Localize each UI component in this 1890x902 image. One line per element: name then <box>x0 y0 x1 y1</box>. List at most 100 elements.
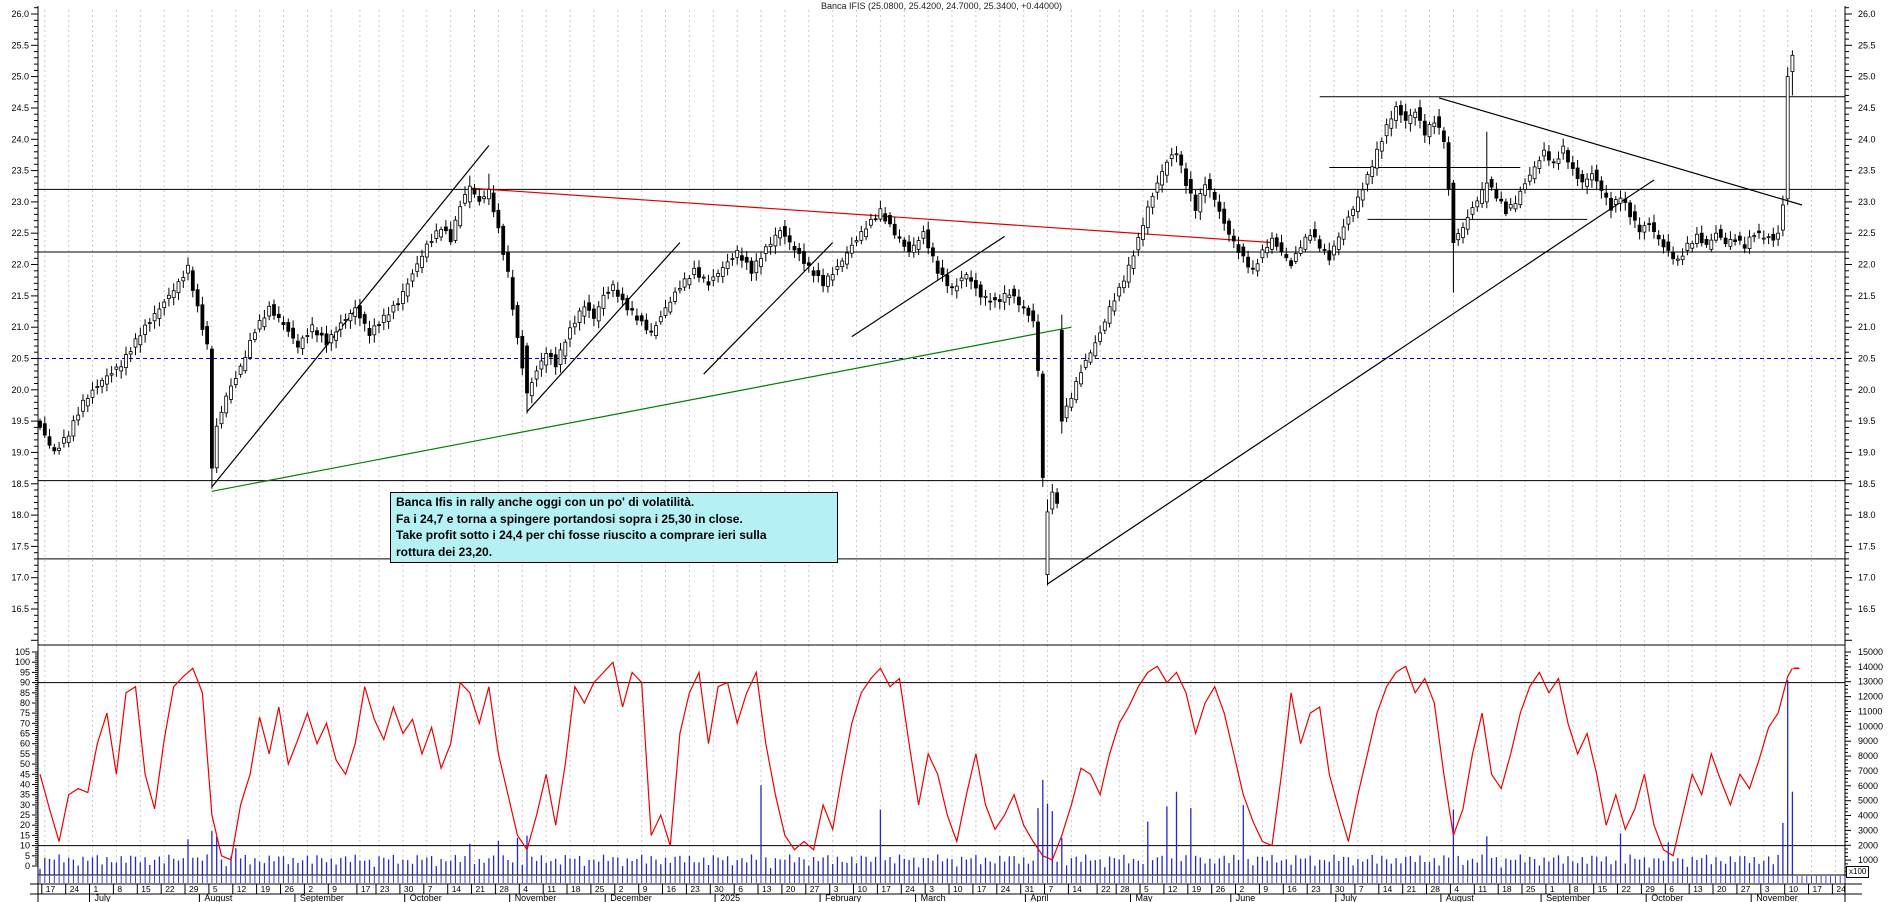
svg-text:21.0: 21.0 <box>11 322 29 332</box>
svg-text:8: 8 <box>117 884 122 894</box>
svg-text:24: 24 <box>905 884 915 894</box>
svg-text:25.5: 25.5 <box>11 40 29 50</box>
svg-text:25.0: 25.0 <box>1858 72 1876 82</box>
svg-text:5: 5 <box>25 851 30 861</box>
oscillator-line <box>39 660 1800 861</box>
grid-weekly <box>44 10 1836 875</box>
svg-text:19: 19 <box>1192 884 1202 894</box>
svg-text:35: 35 <box>20 790 30 800</box>
svg-text:May: May <box>1136 893 1154 902</box>
svg-text:16.5: 16.5 <box>1858 604 1876 614</box>
svg-text:16: 16 <box>667 884 677 894</box>
svg-text:3000: 3000 <box>1858 825 1878 835</box>
svg-text:24: 24 <box>70 884 80 894</box>
svg-text:1: 1 <box>94 884 99 894</box>
svg-text:18.0: 18.0 <box>1858 510 1876 520</box>
svg-text:15: 15 <box>1598 884 1608 894</box>
svg-text:45: 45 <box>20 769 30 779</box>
svg-text:25: 25 <box>20 810 30 820</box>
svg-text:14: 14 <box>452 884 462 894</box>
svg-text:17: 17 <box>361 884 371 894</box>
price-levels <box>38 96 1845 560</box>
svg-text:5: 5 <box>1144 884 1149 894</box>
svg-text:20.5: 20.5 <box>11 354 29 364</box>
svg-text:18: 18 <box>1502 884 1512 894</box>
svg-text:20.5: 20.5 <box>1858 354 1876 364</box>
svg-text:15: 15 <box>20 830 30 840</box>
svg-text:December: December <box>610 893 652 902</box>
svg-text:28: 28 <box>1431 884 1441 894</box>
svg-text:29: 29 <box>1645 884 1655 894</box>
svg-text:22: 22 <box>165 884 175 894</box>
svg-text:20.0: 20.0 <box>1858 385 1876 395</box>
svg-text:3: 3 <box>834 884 839 894</box>
svg-text:9: 9 <box>332 884 337 894</box>
svg-text:19: 19 <box>261 884 271 894</box>
svg-text:18.0: 18.0 <box>11 510 29 520</box>
svg-text:95: 95 <box>20 667 30 677</box>
svg-text:8000: 8000 <box>1858 751 1878 761</box>
svg-text:21.0: 21.0 <box>1858 322 1876 332</box>
volume-multiplier-label: x100 <box>1846 866 1870 878</box>
svg-text:28: 28 <box>1120 884 1130 894</box>
svg-text:70: 70 <box>20 718 30 728</box>
svg-text:23.0: 23.0 <box>11 197 29 207</box>
svg-text:85: 85 <box>20 688 30 698</box>
svg-text:12: 12 <box>237 884 247 894</box>
svg-text:25: 25 <box>595 884 605 894</box>
svg-text:6000: 6000 <box>1858 781 1878 791</box>
svg-text:20: 20 <box>1717 884 1727 894</box>
svg-text:26.0: 26.0 <box>1858 9 1876 19</box>
svg-text:22.5: 22.5 <box>1858 228 1876 238</box>
svg-text:18.5: 18.5 <box>1858 479 1876 489</box>
svg-text:18: 18 <box>571 884 581 894</box>
svg-text:March: March <box>921 893 946 902</box>
svg-text:13000: 13000 <box>1858 677 1883 687</box>
svg-text:2: 2 <box>1240 884 1245 894</box>
panel-borders <box>30 6 1862 902</box>
svg-text:2025: 2025 <box>720 893 740 902</box>
svg-text:26: 26 <box>1216 884 1226 894</box>
svg-text:4: 4 <box>1454 884 1459 894</box>
annotation-line-1: Banca Ifis in rally anche oggi con un po… <box>396 495 695 509</box>
svg-text:3: 3 <box>1765 884 1770 894</box>
svg-text:21: 21 <box>1407 884 1417 894</box>
svg-text:21: 21 <box>476 884 486 894</box>
svg-text:5: 5 <box>213 884 218 894</box>
svg-text:13: 13 <box>1693 884 1703 894</box>
svg-text:16: 16 <box>1287 884 1297 894</box>
svg-text:23.5: 23.5 <box>11 166 29 176</box>
svg-text:19.5: 19.5 <box>1858 416 1876 426</box>
volume-axis: 1000 2000 3000 4000 5000 6000 7000 8000 9000 1000… <box>1845 647 1883 876</box>
svg-text:24.0: 24.0 <box>11 134 29 144</box>
svg-text:12000: 12000 <box>1858 692 1883 702</box>
svg-text:21.5: 21.5 <box>1858 291 1876 301</box>
svg-text:June: June <box>1236 893 1256 902</box>
svg-text:14: 14 <box>1383 884 1393 894</box>
svg-text:18.5: 18.5 <box>11 479 29 489</box>
price-axis: 16.5 16.5 17.0 17.0 17.5 17.5 18.0 18.0 18.5 18.5… <box>11 7 1876 641</box>
svg-text:7: 7 <box>428 884 433 894</box>
svg-text:23: 23 <box>1311 884 1321 894</box>
svg-text:7: 7 <box>1049 884 1054 894</box>
svg-text:27: 27 <box>810 884 820 894</box>
svg-text:11: 11 <box>1478 884 1487 894</box>
oscillator-axis: 0510152025303540455055606570758085909510… <box>15 647 38 871</box>
svg-text:2: 2 <box>619 884 624 894</box>
svg-text:0: 0 <box>25 861 30 871</box>
svg-text:6: 6 <box>738 884 743 894</box>
svg-text:1: 1 <box>1550 884 1555 894</box>
svg-text:17.0: 17.0 <box>1858 573 1876 583</box>
svg-text:23: 23 <box>690 884 700 894</box>
svg-text:10000: 10000 <box>1858 721 1883 731</box>
volume-bars <box>39 680 1794 875</box>
svg-text:19.0: 19.0 <box>1858 447 1876 457</box>
svg-text:10: 10 <box>953 884 963 894</box>
svg-text:July: July <box>95 893 112 902</box>
svg-text:25.5: 25.5 <box>1858 40 1876 50</box>
svg-text:27: 27 <box>1741 884 1751 894</box>
svg-text:40: 40 <box>20 780 30 790</box>
svg-text:26.0: 26.0 <box>11 9 29 19</box>
annotation-line-4: rottura dei 23,20. <box>396 544 493 559</box>
